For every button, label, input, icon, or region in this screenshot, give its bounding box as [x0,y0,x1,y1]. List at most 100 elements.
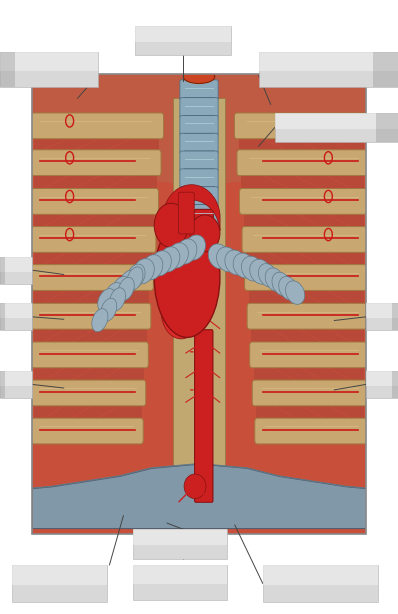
Ellipse shape [112,276,131,301]
FancyBboxPatch shape [178,192,194,234]
Bar [135,26,231,55]
Bar [275,113,398,129]
Bar [275,113,398,142]
Bar [135,26,231,42]
Bar [0,303,5,330]
FancyBboxPatch shape [245,265,367,290]
Bar [392,371,398,398]
FancyBboxPatch shape [180,115,218,136]
FancyBboxPatch shape [240,188,367,214]
Ellipse shape [208,244,230,269]
Ellipse shape [150,251,172,276]
Bar [133,565,227,600]
FancyBboxPatch shape [194,209,213,273]
Bar [0,257,5,284]
Ellipse shape [23,0,375,184]
Bar [366,303,398,318]
FancyBboxPatch shape [180,151,218,172]
Bar [12,565,107,585]
Bar [0,303,32,318]
Bar [133,529,227,545]
Bar [249,287,364,307]
Bar [34,325,147,346]
Bar [0,303,32,330]
FancyBboxPatch shape [31,418,143,444]
FancyBboxPatch shape [31,113,164,139]
Bar [373,52,398,87]
FancyBboxPatch shape [180,98,218,119]
Bar [259,52,398,71]
Bar [244,211,364,230]
Ellipse shape [279,276,298,300]
FancyBboxPatch shape [252,380,367,406]
Ellipse shape [272,272,291,296]
FancyBboxPatch shape [180,169,218,190]
Bar [366,371,398,386]
Bar [263,565,378,585]
Ellipse shape [250,259,271,284]
Ellipse shape [233,253,255,278]
Bar [0,74,32,534]
Bar [34,364,144,384]
Ellipse shape [127,267,143,290]
Bar [0,257,32,271]
Ellipse shape [92,309,108,332]
Bar [263,565,378,602]
Bar [133,565,227,585]
Bar [0,0,398,74]
Bar [376,113,398,142]
Ellipse shape [158,247,180,272]
Ellipse shape [183,70,215,84]
Bar [34,249,152,268]
FancyBboxPatch shape [195,330,213,502]
FancyBboxPatch shape [180,80,218,101]
Bar [366,371,398,398]
FancyBboxPatch shape [31,265,153,290]
FancyBboxPatch shape [31,380,146,406]
FancyBboxPatch shape [242,227,367,252]
FancyBboxPatch shape [180,133,218,154]
FancyBboxPatch shape [180,204,218,225]
Ellipse shape [154,203,188,247]
Bar [366,303,398,330]
Ellipse shape [258,263,278,287]
Bar [34,172,157,192]
Bar [392,303,398,330]
Bar [0,371,5,398]
Ellipse shape [154,217,220,338]
Bar [259,52,398,87]
Bar [0,52,98,87]
Ellipse shape [285,281,305,305]
Ellipse shape [265,268,285,292]
Bar [32,74,366,534]
FancyBboxPatch shape [31,150,161,176]
FancyBboxPatch shape [31,227,156,252]
Bar [0,257,32,284]
Ellipse shape [105,282,124,307]
Ellipse shape [98,289,117,313]
Bar [173,98,225,510]
Ellipse shape [118,278,134,300]
Bar [254,364,364,384]
Bar [366,74,398,534]
FancyBboxPatch shape [31,188,158,214]
Bar [32,74,366,534]
Bar [34,211,154,230]
Ellipse shape [217,247,238,272]
Ellipse shape [109,288,125,311]
Bar [133,529,227,559]
Ellipse shape [176,239,197,264]
Bar [0,534,398,614]
Ellipse shape [184,235,205,260]
FancyBboxPatch shape [247,303,367,329]
FancyBboxPatch shape [180,222,218,243]
Bar [0,52,15,87]
Bar [241,172,364,192]
FancyBboxPatch shape [234,113,367,139]
FancyBboxPatch shape [255,418,367,444]
Ellipse shape [101,298,117,321]
FancyBboxPatch shape [31,342,148,368]
Bar [0,371,32,386]
Ellipse shape [126,264,145,289]
Bar [239,135,364,154]
